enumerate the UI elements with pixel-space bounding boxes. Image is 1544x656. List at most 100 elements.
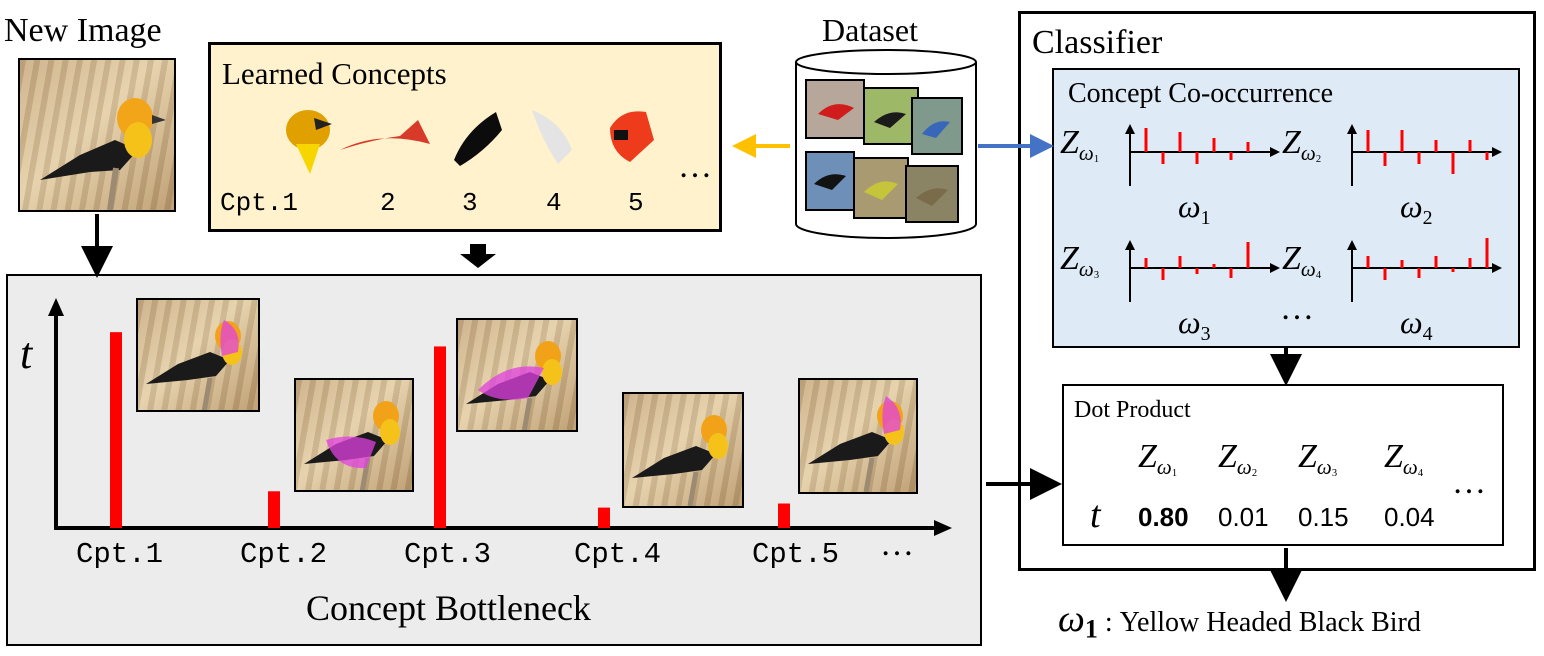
concept-highlight-region — [478, 366, 544, 400]
bird-icon — [808, 396, 904, 492]
concept-overlay-thumbnail-3 — [456, 318, 578, 432]
cooccurrence-axis-label-1: ω1 — [1178, 190, 1211, 229]
dataset-title: Dataset — [822, 12, 918, 48]
dot-product-value-4: 0.04 — [1384, 502, 1435, 532]
plot-y-arrowhead — [1125, 124, 1135, 134]
bird-icon — [466, 341, 562, 430]
learned-concept-label-5: 5 — [628, 188, 644, 218]
learned-concept-label-3: 3 — [462, 188, 478, 218]
bird-icon — [40, 98, 166, 210]
cooccurrence-plot-4 — [1347, 238, 1502, 302]
learned-concept-label-2: 2 — [380, 188, 396, 218]
concept-4-segment-icon — [532, 110, 572, 164]
z-sub-omega: ω4 — [1300, 257, 1322, 282]
bottleneck-tick-label-5: Cpt.5 — [752, 538, 840, 571]
output-omega: ω — [1058, 598, 1085, 640]
classifier-title: Classifier — [1032, 24, 1163, 61]
bottleneck-bar-4 — [598, 507, 610, 528]
bottleneck-tick-label-4: Cpt.4 — [574, 538, 662, 571]
cooccurrence-ellipsis: … — [1280, 290, 1314, 327]
axis-omega: ω — [1400, 188, 1423, 224]
z-sub-omega: ω4 — [1402, 455, 1424, 480]
cooccurrence-axis-label-3: ω3 — [1178, 306, 1211, 345]
dot-product-value-3: 0.15 — [1298, 502, 1349, 532]
bottleneck-bar-1 — [110, 332, 122, 528]
bottleneck-bar-3 — [434, 346, 446, 528]
axis-omega: ω — [1178, 304, 1201, 340]
dot-product-row-label: t — [1090, 494, 1101, 536]
z-sub-index: 3 — [1093, 270, 1100, 282]
z-base: Z — [1060, 240, 1079, 277]
dot-product-header-2: Zω2 — [1218, 440, 1257, 480]
cooccurrence-plots — [1125, 124, 1502, 302]
z-sub-omega: ω3 — [1316, 455, 1338, 480]
new-image-thumbnail — [18, 58, 176, 212]
bird-icon — [146, 320, 242, 410]
bottleneck-bar-2 — [268, 491, 280, 528]
plot-y-arrowhead — [1347, 124, 1357, 134]
cooccurrence-axis-label-2: ω2 — [1400, 190, 1433, 229]
dot-product-title: Dot Product — [1074, 397, 1191, 423]
learned-concepts-title: Learned Concepts — [222, 56, 447, 91]
concept-highlight-region — [220, 320, 239, 356]
z-sub-index: 3 — [1331, 468, 1338, 480]
bottleneck-title: Concept Bottleneck — [306, 588, 591, 628]
z-sub-omega: ω2 — [1300, 141, 1322, 166]
dot-product-header-4: Zω4 — [1384, 440, 1423, 480]
axis-omega: ω — [1178, 188, 1201, 224]
z-base: Z — [1384, 438, 1403, 475]
output-label: ω1 : Yellow Headed Black Bird — [1058, 600, 1421, 643]
cooccurrence-z-label-1: Zω1 — [1060, 126, 1099, 166]
z-sub-omega: ω3 — [1078, 257, 1100, 282]
dot-product-ellipsis: … — [1452, 464, 1486, 501]
dot-product-value-2: 0.01 — [1218, 502, 1269, 532]
bottleneck-tick-label-2: Cpt.2 — [240, 538, 328, 571]
bottleneck-y-arrowhead — [48, 298, 64, 316]
output-omega-index: 1 — [1084, 614, 1098, 644]
concept-overlay-thumbnail-1 — [136, 298, 260, 412]
dot-product-header-1: Zω1 — [1138, 440, 1177, 480]
bottleneck-tick-label-1: Cpt.1 — [76, 538, 164, 571]
z-base: Z — [1282, 124, 1301, 161]
concept-highlight-region — [882, 396, 901, 434]
concept-2-segment-icon — [340, 120, 430, 150]
z-base: Z — [1218, 438, 1237, 475]
z-sub-index: 1 — [1093, 154, 1100, 166]
new-image-title: New Image — [4, 12, 162, 49]
z-sub-index: 1 — [1171, 468, 1178, 480]
plot-x-arrowhead — [1492, 263, 1502, 273]
z-sub-omega: ω2 — [1236, 455, 1258, 480]
concept-segments-row — [286, 110, 654, 174]
bottleneck-chart — [48, 298, 952, 536]
z-sub-omega: ω1 — [1156, 455, 1178, 480]
cooccurrence-axis-label-4: ω4 — [1400, 306, 1433, 345]
learned-concept-label-1: Cpt.1 — [220, 188, 299, 218]
cooccurrence-plot-1 — [1125, 124, 1280, 186]
z-base: Z — [1282, 240, 1301, 277]
concept-5-segment-icon — [610, 111, 654, 162]
concept-3-segment-icon — [454, 112, 502, 166]
dot-product-value-1: 0.80 — [1138, 502, 1189, 532]
concept-1-segment-icon — [286, 110, 332, 174]
plot-x-arrowhead — [1270, 263, 1280, 273]
bottleneck-bar-5 — [778, 503, 790, 528]
axis-omega-index: 2 — [1422, 206, 1433, 229]
z-sub-index: 2 — [1315, 154, 1322, 166]
axis-omega: ω — [1400, 304, 1423, 340]
cooccurrence-z-label-3: Zω3 — [1060, 242, 1099, 282]
cooccurrence-z-label-4: Zω4 — [1282, 242, 1321, 282]
plot-x-arrowhead — [1492, 147, 1502, 157]
cooccurrence-z-label-2: Zω2 — [1282, 126, 1321, 166]
concept-overlay-thumbnail-4 — [622, 392, 744, 508]
z-base: Z — [1138, 438, 1157, 475]
bottleneck-tick-label-3: Cpt.3 — [404, 538, 492, 571]
dot-product-header-3: Zω3 — [1298, 440, 1337, 480]
learned-concept-label-4: 4 — [546, 188, 562, 218]
z-base: Z — [1298, 438, 1317, 475]
plot-x-arrowhead — [1270, 147, 1280, 157]
axis-omega-index: 1 — [1200, 206, 1211, 229]
learned-concepts-ellipsis: … — [678, 148, 712, 185]
cooccurrence-plot-3 — [1125, 240, 1280, 302]
z-sub-index: 2 — [1251, 468, 1258, 480]
